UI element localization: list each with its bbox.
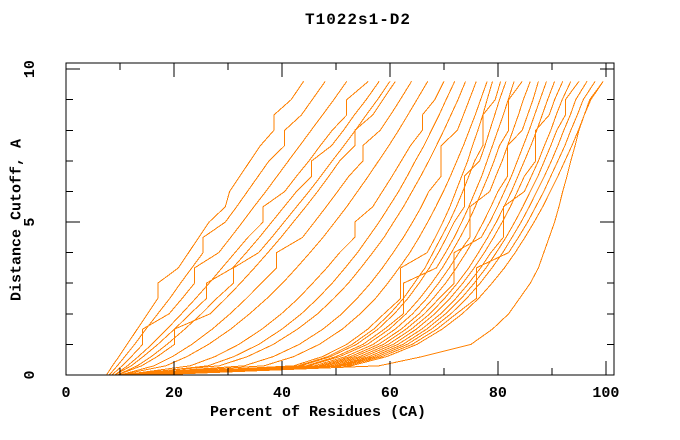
curve-line [117,81,477,376]
curve-line [122,81,445,376]
y-tick-label: 5 [22,218,39,227]
chart-title: T1022s1-D2 [304,11,412,29]
curve-line [125,81,456,376]
x-tick-label: 20 [165,385,183,402]
curve-line [122,81,502,376]
y-axis-label: Distance Cutoff, A [8,138,26,302]
x-tick-label: 40 [273,385,291,402]
curve-line [133,81,547,376]
curve-line [119,81,493,376]
curve-line [114,81,466,376]
curve-line [119,81,412,376]
x-tick-label: 80 [489,385,507,402]
curve-line [146,81,604,376]
curve-line [114,81,380,376]
curve-line [128,81,523,376]
curve-line [106,81,305,376]
x-tick-label: 0 [61,385,70,402]
curve-line [144,81,596,376]
curve-line [136,81,556,376]
curve-line [152,81,604,376]
y-tick-label: 10 [22,60,39,78]
curve-line [108,81,326,376]
plot-frame [65,62,615,376]
curve-line [125,81,507,376]
x-tick-label: 100 [592,385,619,402]
curve-line [119,81,488,376]
curve-line [138,81,572,376]
curve-line [111,81,348,376]
x-axis-label: Percent of Residues (CA) [209,404,427,421]
curve-line [117,81,396,376]
curve-line [117,81,391,376]
y-tick-label: 0 [22,370,39,379]
curve-line [119,81,429,376]
curve-line [141,81,588,376]
curve-line [130,81,539,376]
curve-line [130,81,531,376]
x-tick-label: 60 [381,385,399,402]
curve-line [114,81,369,376]
curve-line [141,81,580,376]
curve-line [136,81,564,376]
curve-line [125,81,515,376]
